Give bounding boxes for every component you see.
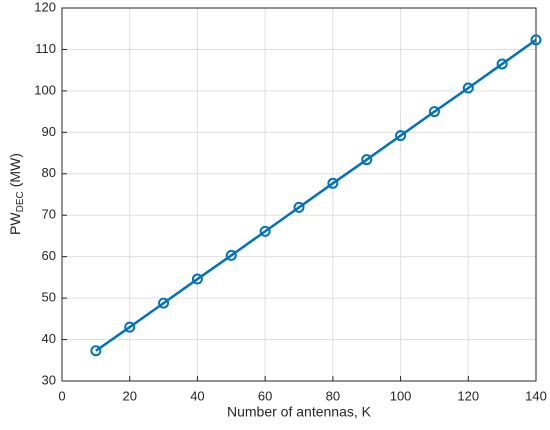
x-axis-label: Number of antennas, K xyxy=(227,404,372,420)
y-label-main: PW xyxy=(7,212,23,235)
y-tick-label: 50 xyxy=(42,290,56,305)
data-point xyxy=(530,34,542,46)
data-point xyxy=(462,82,474,94)
data-line xyxy=(95,38,537,352)
data-point xyxy=(259,225,271,237)
plot-frame xyxy=(61,7,537,382)
y-label-sub: DEC xyxy=(15,191,26,212)
y-tick-label: 60 xyxy=(42,248,56,263)
y-tick-label: 100 xyxy=(34,82,56,97)
data-point xyxy=(158,297,170,309)
y-tick-label: 80 xyxy=(42,165,56,180)
x-tick-label: 120 xyxy=(457,388,479,403)
x-tick-label: 60 xyxy=(258,388,272,403)
data-point xyxy=(191,273,203,285)
data-point xyxy=(90,345,102,357)
x-tick-label: 0 xyxy=(58,388,65,403)
y-tick-label: 30 xyxy=(42,372,56,387)
y-tick-label: 110 xyxy=(35,41,56,56)
data-point xyxy=(293,201,305,213)
y-tick-label: 120 xyxy=(34,0,56,14)
data-point xyxy=(428,106,440,118)
x-tick-label: 80 xyxy=(326,388,340,403)
x-tick-label: 100 xyxy=(390,388,412,403)
data-point xyxy=(395,130,407,142)
data-point xyxy=(496,58,508,70)
x-tick-label: 20 xyxy=(122,388,136,403)
x-tick-label: 40 xyxy=(190,388,204,403)
data-point xyxy=(124,321,136,333)
y-tick-label: 70 xyxy=(42,207,56,222)
y-label-unit: (MW) xyxy=(7,153,23,187)
y-axis-label: PWDEC (MW) xyxy=(7,153,26,235)
data-point xyxy=(327,177,339,189)
y-tick-label: 40 xyxy=(42,331,56,346)
y-tick-label: 90 xyxy=(42,124,56,139)
data-point xyxy=(361,154,373,166)
data-point xyxy=(225,249,237,261)
x-tick-label: 140 xyxy=(525,388,547,403)
